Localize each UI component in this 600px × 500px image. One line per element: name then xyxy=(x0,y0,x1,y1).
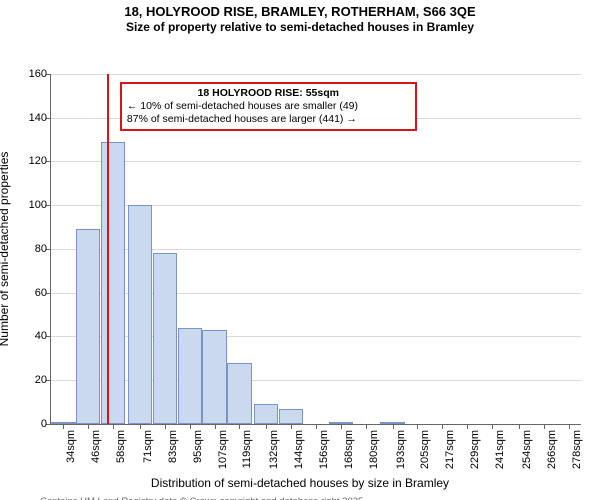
xtick-label: 107sqm xyxy=(217,430,229,469)
y-axis-label: Number of semi-detached properties xyxy=(0,152,11,347)
xtick-label: 266sqm xyxy=(546,430,558,469)
footer-line1: Contains HM Land Registry data © Crown c… xyxy=(40,496,600,500)
xtick-label: 144sqm xyxy=(293,430,305,469)
xtick-mark xyxy=(215,424,216,429)
xtick-label: 229sqm xyxy=(469,430,481,469)
xtick-mark xyxy=(316,424,317,429)
title-line2: Size of property relative to semi-detach… xyxy=(0,20,600,34)
histogram-bar xyxy=(76,229,100,424)
ytick-label: 160 xyxy=(29,68,51,80)
title-line1: 18, HOLYROOD RISE, BRAMLEY, ROTHERHAM, S… xyxy=(0,4,600,20)
plot-area: 02040608010012014016034sqm46sqm58sqm71sq… xyxy=(50,74,581,425)
ytick-label: 80 xyxy=(35,243,51,255)
histogram-bar xyxy=(178,328,202,424)
chart-title: 18, HOLYROOD RISE, BRAMLEY, ROTHERHAM, S… xyxy=(0,0,600,34)
xtick-mark xyxy=(341,424,342,429)
histogram-bar xyxy=(101,142,125,424)
xtick-label: 46sqm xyxy=(90,430,102,463)
xtick-mark xyxy=(266,424,267,429)
xtick-mark xyxy=(140,424,141,429)
xtick-label: 278sqm xyxy=(571,430,583,469)
reference-line xyxy=(107,74,109,424)
histogram-bar xyxy=(202,330,226,424)
xtick-label: 156sqm xyxy=(318,430,330,469)
xtick-mark xyxy=(417,424,418,429)
xtick-mark xyxy=(113,424,114,429)
xtick-mark xyxy=(393,424,394,429)
gridline xyxy=(51,161,581,162)
xtick-label: 95sqm xyxy=(192,430,204,463)
xtick-label: 241sqm xyxy=(494,430,506,469)
xtick-mark xyxy=(442,424,443,429)
xtick-mark xyxy=(190,424,191,429)
xtick-mark xyxy=(519,424,520,429)
ytick-label: 20 xyxy=(35,374,51,386)
xtick-label: 71sqm xyxy=(142,430,154,463)
histogram-bar xyxy=(254,404,278,424)
xtick-mark xyxy=(467,424,468,429)
xtick-label: 193sqm xyxy=(395,430,407,469)
xtick-mark xyxy=(165,424,166,429)
xtick-mark xyxy=(88,424,89,429)
callout-box: 18 HOLYROOD RISE: 55sqm← 10% of semi-det… xyxy=(120,82,417,131)
xtick-label: 119sqm xyxy=(241,430,253,468)
ytick-label: 120 xyxy=(29,155,51,167)
histogram-bar xyxy=(279,409,303,424)
xtick-label: 180sqm xyxy=(368,430,380,469)
xtick-mark xyxy=(569,424,570,429)
callout-line2: 87% of semi-detached houses are larger (… xyxy=(127,113,410,126)
ytick-label: 140 xyxy=(29,112,51,124)
x-axis-label: Distribution of semi-detached houses by … xyxy=(0,476,600,490)
xtick-mark xyxy=(63,424,64,429)
xtick-label: 205sqm xyxy=(419,430,431,469)
xtick-label: 83sqm xyxy=(167,430,179,463)
xtick-label: 132sqm xyxy=(268,430,280,469)
xtick-mark xyxy=(544,424,545,429)
histogram-bar xyxy=(153,253,177,424)
xtick-label: 168sqm xyxy=(343,430,355,469)
xtick-mark xyxy=(492,424,493,429)
xtick-label: 217sqm xyxy=(444,430,456,469)
ytick-label: 100 xyxy=(29,199,51,211)
callout-heading: 18 HOLYROOD RISE: 55sqm xyxy=(127,87,410,100)
xtick-label: 254sqm xyxy=(521,430,533,469)
chart-area: Number of semi-detached properties 02040… xyxy=(0,34,600,474)
ytick-label: 0 xyxy=(41,418,51,430)
gridline xyxy=(51,74,581,75)
callout-line1: ← 10% of semi-detached houses are smalle… xyxy=(127,100,410,113)
xtick-label: 34sqm xyxy=(65,430,77,463)
xtick-mark xyxy=(239,424,240,429)
xtick-mark xyxy=(291,424,292,429)
ytick-label: 40 xyxy=(35,330,51,342)
footer-attribution: Contains HM Land Registry data © Crown c… xyxy=(0,496,600,500)
histogram-bar xyxy=(227,363,251,424)
xtick-label: 58sqm xyxy=(115,430,127,463)
ytick-label: 60 xyxy=(35,287,51,299)
xtick-mark xyxy=(366,424,367,429)
histogram-bar xyxy=(128,205,152,424)
